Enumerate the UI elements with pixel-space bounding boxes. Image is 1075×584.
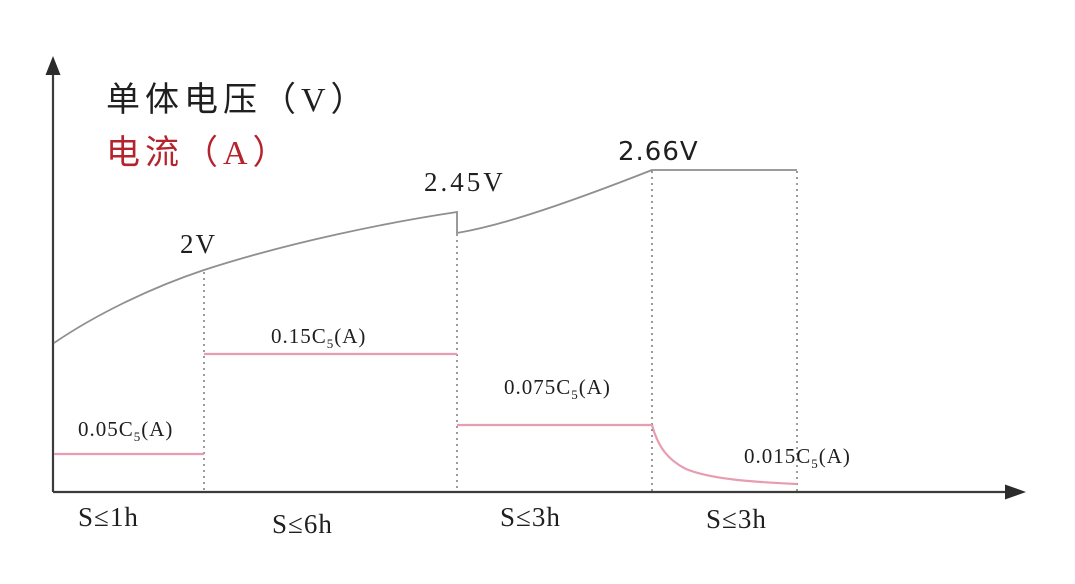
current-curve-stage4-decay — [650, 424, 798, 486]
stage4-duration-label: S≤3h — [706, 504, 767, 534]
current-annotation-stage1: 0.05C5(A) — [78, 417, 174, 445]
current-annotation-stage2: 0.15C5(A) — [271, 324, 367, 352]
current-annotation-stage3: 0.075C5(A) — [504, 375, 611, 403]
x-axis-arrow-icon — [1005, 484, 1026, 500]
stage1-duration-label: S≤1h — [78, 502, 139, 532]
voltage-annotation-2v: 2V — [180, 229, 217, 259]
stage3-duration-label: S≤3h — [500, 502, 561, 532]
stage2-duration-label: S≤6h — [272, 509, 333, 539]
current-legend-label: 电流（A） — [106, 135, 292, 172]
voltage-annotation-2-66v: 2.66V — [618, 137, 699, 167]
current-annotation-stage4: 0.015C5(A) — [744, 444, 851, 472]
voltage-legend-label: 单体电压（V） — [106, 82, 370, 119]
voltage-curve — [53, 169, 797, 344]
voltage-annotation-2-45v: 2.45V — [424, 167, 506, 197]
y-axis-arrow-icon — [45, 56, 61, 75]
